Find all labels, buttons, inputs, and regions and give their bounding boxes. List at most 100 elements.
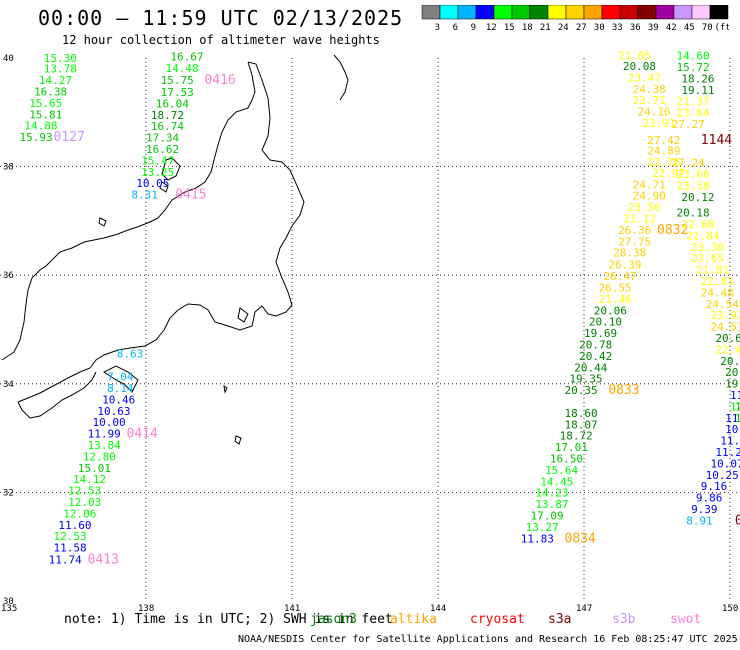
wave-height-value: 11.58 — [54, 542, 87, 555]
wave-height-value: 18.60 — [565, 407, 598, 420]
wave-height-value: 27.24 — [672, 157, 705, 170]
wave-height-value: 14.88 — [24, 120, 57, 133]
wave-height-value: 16.04 — [156, 97, 189, 110]
wave-height-value: 14.60 — [676, 50, 709, 63]
longitude-tick-label: 138 — [138, 604, 154, 614]
wave-height-value: 14.45 — [540, 475, 573, 488]
satellite-legend-jason3: jason3 — [310, 612, 357, 627]
wave-height-value: 26.36 — [618, 224, 651, 237]
wave-height-value: 21.81 — [696, 264, 729, 277]
color-legend-label: 45 — [684, 23, 695, 33]
latitude-tick-label: 30 — [3, 597, 14, 607]
wave-height-value: 24.90 — [633, 190, 666, 203]
wave-height-value: 9.39 — [691, 503, 718, 516]
wave-height-value: 17.42 — [735, 412, 740, 425]
page-subtitle: 12 hour collection of altimeter wave hei… — [62, 33, 380, 47]
wave-height-value: 11.60 — [58, 519, 91, 532]
color-legend-label: 6 — [453, 23, 458, 33]
wave-height-value: 23.56 — [628, 201, 661, 214]
color-swatch — [655, 5, 675, 20]
wave-height-value: 17.34 — [146, 132, 179, 145]
color-swatch — [709, 5, 729, 20]
wave-height-value: 24.71 — [633, 178, 666, 191]
wave-height-value: 20.35 — [565, 384, 598, 397]
wave-height-value: 12.53 — [68, 485, 101, 498]
color-swatch — [691, 5, 711, 20]
wave-height-value: 20.65 — [715, 332, 740, 345]
wave-height-value: 18.07 — [565, 418, 598, 431]
lat-lon-grid — [0, 58, 740, 601]
color-swatch — [457, 5, 477, 20]
wave-height-value: 19.77 — [725, 378, 740, 391]
wave-height-value: 16.96 — [735, 400, 740, 413]
wave-height-value: 20.42 — [579, 350, 612, 363]
wave-height-value: 26.39 — [608, 259, 641, 272]
wave-height-value: 15.64 — [545, 464, 578, 477]
color-swatch — [637, 5, 657, 20]
wave-height-value: 13.84 — [88, 439, 121, 452]
wave-height-value: 20.06 — [594, 304, 627, 317]
wave-height-value: 16.67 — [170, 51, 203, 64]
wave-height-value: 20.92 — [720, 355, 740, 368]
wave-height-value: 23.65 — [691, 252, 724, 265]
wave-height-value: 12.53 — [54, 530, 87, 543]
longitude-tick-label: 144 — [430, 604, 446, 614]
wave-height-value: 11.55 — [725, 412, 740, 425]
wave-height-value: 9.16 — [701, 480, 728, 493]
wave-height-value: 14.12 — [73, 473, 106, 486]
satellite-legend-altika: altika — [390, 612, 437, 627]
wave-height-value: 19.35 — [569, 373, 602, 386]
wave-height-value: 12.06 — [63, 507, 96, 520]
latitude-tick-label: 32 — [3, 488, 14, 498]
pass-time-label: 0127 — [54, 130, 85, 145]
wave-height-value: 14.27 — [39, 74, 72, 87]
color-swatch — [601, 5, 621, 20]
pass-time-label: 0028 — [735, 513, 740, 528]
wave-height-value: 22.84 — [686, 229, 719, 242]
wave-height-value: 21.05 — [618, 50, 651, 63]
wave-height-value: 8.63 — [117, 348, 144, 361]
wave-height-value: 12.80 — [83, 450, 116, 463]
color-legend-label: 39 — [648, 23, 659, 33]
wave-height-value: 18.72 — [560, 430, 593, 443]
wave-height-value: 13.87 — [535, 498, 568, 511]
wave-height-value: 27.75 — [618, 235, 651, 248]
wave-height-value: 24.16 — [638, 106, 671, 119]
wave-height-value: 10.63 — [97, 405, 130, 418]
wave-height-value: 10.05 — [136, 177, 169, 190]
wave-height-value: 11.74 — [49, 554, 82, 567]
wave-height-value: 18.26 — [681, 72, 714, 85]
color-legend-label: 36 — [630, 23, 641, 33]
wave-height-value: 21.12 — [623, 213, 656, 226]
footer-credit: NOAA/NESDIS Center for Satellite Applica… — [238, 634, 738, 645]
wave-height-value: 24.89 — [647, 145, 680, 158]
wave-height-value: 20.37 — [725, 366, 740, 379]
wave-height-value: 20.78 — [579, 339, 612, 352]
color-legend-label: (ft) — [714, 23, 729, 33]
footer-note: note: 1) Time is in UTC; 2) SWH is in fe… — [64, 612, 393, 627]
color-legend-label: 27 — [576, 23, 587, 33]
color-swatch — [619, 5, 639, 20]
wave-height-value: 20.10 — [589, 316, 622, 329]
color-swatch — [529, 5, 549, 20]
wave-height-value: 26.47 — [603, 270, 636, 283]
color-swatch — [583, 5, 603, 20]
wave-height-value: 14.48 — [165, 62, 198, 75]
wave-height-value: 23.71 — [633, 94, 666, 107]
wave-height-value: 16.38 — [34, 85, 67, 98]
wave-height-value: 26.55 — [599, 281, 632, 294]
wave-height-value: 11.30 — [720, 435, 740, 448]
wave-height-value: 23.30 — [691, 241, 724, 254]
wave-height-value: 23.91 — [642, 117, 675, 130]
wave-height-value: 19.69 — [584, 327, 617, 340]
wave-height-value: 23.58 — [676, 179, 709, 192]
wave-height-value: 21.46 — [599, 293, 632, 306]
wave-height-value: 23.64 — [676, 107, 709, 120]
wave-height-value: 27.27 — [672, 118, 705, 131]
color-swatch — [565, 5, 585, 20]
wave-height-value: 11.22 — [715, 446, 740, 459]
wave-height-value: 16.62 — [146, 143, 179, 156]
wave-height-value: 15.65 — [29, 97, 62, 110]
